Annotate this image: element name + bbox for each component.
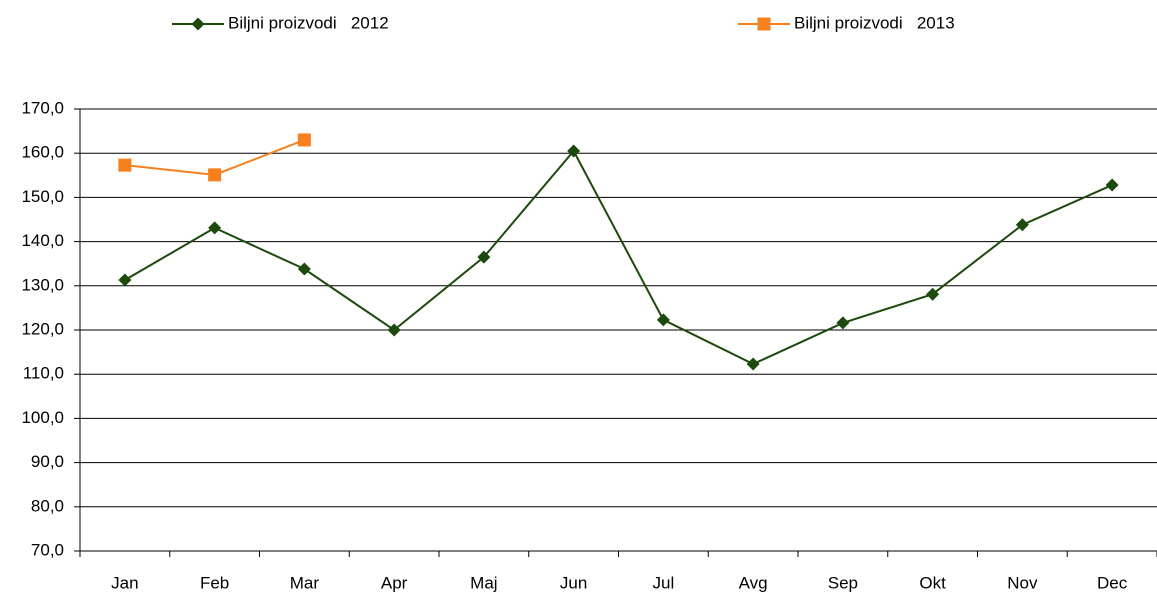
marker <box>118 273 132 287</box>
x-tick-label: Okt <box>919 573 946 592</box>
y-tick-label: 140,0 <box>21 231 64 250</box>
legend-label: Biljni proizvodi 2013 <box>794 13 955 32</box>
marker <box>757 17 771 31</box>
y-tick-label: 90,0 <box>31 452 64 471</box>
marker <box>1015 218 1029 232</box>
y-tick-label: 130,0 <box>21 275 64 294</box>
marker <box>208 221 222 235</box>
marker <box>208 168 222 182</box>
y-tick-label: 110,0 <box>23 364 64 383</box>
y-tick-label: 80,0 <box>31 496 64 515</box>
marker <box>477 250 491 264</box>
marker <box>656 313 670 327</box>
y-tick-label: 170,0 <box>21 98 64 117</box>
x-tick-label: Dec <box>1097 573 1128 592</box>
y-tick-label: 100,0 <box>21 408 64 427</box>
x-tick-label: Avg <box>739 573 768 592</box>
x-tick-label: Jul <box>653 573 675 592</box>
legend-label: Biljni proizvodi 2012 <box>228 13 389 32</box>
x-tick-label: Feb <box>200 573 229 592</box>
marker <box>118 158 132 172</box>
y-tick-label: 150,0 <box>21 187 64 206</box>
marker <box>746 357 760 371</box>
x-tick-label: Maj <box>470 573 497 592</box>
x-tick-label: Sep <box>828 573 858 592</box>
x-tick-label: Mar <box>290 573 320 592</box>
marker <box>926 287 940 301</box>
marker <box>297 133 311 147</box>
marker <box>567 144 581 158</box>
marker <box>1105 178 1119 192</box>
marker <box>836 316 850 330</box>
x-tick-label: Apr <box>381 573 408 592</box>
y-tick-label: 120,0 <box>21 319 64 338</box>
y-tick-label: 160,0 <box>21 143 64 162</box>
x-tick-label: Jun <box>560 573 587 592</box>
x-tick-label: Jan <box>111 573 138 592</box>
marker <box>191 17 205 31</box>
series-line <box>124 149 1113 366</box>
marker <box>387 323 401 337</box>
y-tick-label: 70,0 <box>31 540 64 559</box>
marker <box>297 262 311 276</box>
x-tick-label: Nov <box>1007 573 1038 592</box>
